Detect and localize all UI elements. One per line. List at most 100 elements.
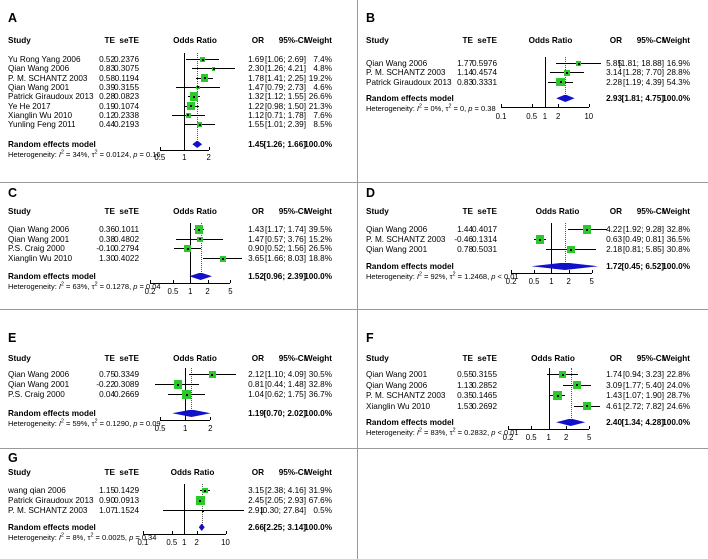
- or-value: 0.81: [248, 380, 264, 389]
- col-header-te: TE: [104, 354, 115, 363]
- axis-tick: [501, 104, 502, 107]
- point-estimate-dot: [176, 383, 179, 386]
- te-value: 0.90: [99, 496, 115, 505]
- col-header-sete: seTE: [477, 354, 497, 363]
- study-name: P. M. SCHANTZ 2003: [8, 73, 88, 83]
- weight-value: 32.8%: [666, 225, 690, 234]
- study-name: wang qian 2006: [8, 486, 66, 495]
- null-effect-line: [190, 223, 192, 283]
- het-text-segment: = 92%, τ: [421, 272, 453, 281]
- point-estimate-dot: [559, 81, 562, 84]
- weight-value: 32.8%: [308, 380, 332, 389]
- pooled-ci-value: [0.70; 2.02]: [263, 409, 306, 418]
- null-effect-line: [184, 484, 186, 534]
- het-stat-symbol: p: [133, 150, 138, 159]
- het-text-segment: = 34%, τ: [63, 150, 95, 159]
- sete-value: 0.3155: [471, 370, 497, 379]
- pooled-diamond: [192, 140, 203, 148]
- axis-tick: [230, 280, 232, 283]
- axis-tick: [531, 104, 533, 107]
- ci-value: [1.81; 18.88]: [618, 59, 664, 68]
- ci-value: [1.07; 1.90]: [623, 391, 664, 400]
- axis-tick: [142, 531, 144, 534]
- col-header-sete: seTE: [119, 468, 139, 477]
- te-value: 0.75: [99, 370, 115, 379]
- or-value: 2.45: [248, 496, 264, 505]
- col-header-or: OR: [251, 36, 264, 45]
- null-effect-line: [548, 368, 550, 429]
- te-value: 1.77: [457, 59, 473, 68]
- or-value: 2.91: [248, 506, 264, 515]
- axis-tick-label: 10: [221, 538, 230, 547]
- ci-value: [2.72; 7.82]: [623, 401, 664, 411]
- te-value: 0.12: [99, 110, 115, 120]
- forest-panel-c: C Study TE seTE Odds Ratio OR 95%-CI Weight Qian…: [0, 183, 357, 309]
- study-name: Qian Wang 2006: [8, 225, 70, 234]
- forest-panel-f: F Study TE seTE Odds Ratio OR 95%-CI Weight Qian…: [358, 310, 708, 448]
- het-superscript: 2: [94, 418, 98, 425]
- study-name: Patrick Giraudoux 2013: [8, 92, 94, 102]
- study-name: Qian Wang 2001: [366, 370, 428, 379]
- ci-value: [0.49; 0.81]: [623, 235, 664, 244]
- pooled-ci-value: [1.26; 1.66]: [263, 140, 306, 149]
- te-value: 0.35: [457, 391, 473, 400]
- het-superscript: 2: [90, 532, 94, 539]
- pooled-effect-dashed-line: [565, 57, 567, 96]
- het-text-segment: = 0.38: [472, 104, 496, 113]
- null-effect-line: [544, 57, 546, 107]
- col-header-or: OR: [251, 354, 264, 363]
- study-name: Qian Wang 2001: [8, 234, 70, 244]
- axis-tick: [508, 426, 510, 429]
- panel-divider-horizontal: [0, 309, 708, 310]
- axis-tick: [551, 270, 553, 273]
- axis-tick: [591, 270, 593, 273]
- panel-label: C: [8, 186, 18, 200]
- or-value: 1.69: [248, 55, 264, 64]
- or-value: 2.18: [606, 245, 622, 254]
- ci-value: [1.17; 1.74]: [265, 225, 306, 234]
- study-name: Patrick Giraudoux 2013: [8, 496, 94, 505]
- het-text-segment: = 59%, τ: [63, 419, 95, 428]
- ci-value: [1.28; 7.70]: [623, 68, 664, 78]
- te-value: 0.38: [99, 234, 115, 244]
- point-estimate-dot: [198, 123, 201, 126]
- heterogeneity-text: Heterogeneity: I2 = 59%, τ2 = 0.1290, p …: [8, 419, 161, 428]
- axis-tick: [208, 147, 210, 150]
- or-value: 2.12: [248, 370, 264, 379]
- sete-value: 0.4802: [113, 234, 139, 244]
- col-header-ci: 95%-CI: [278, 36, 306, 45]
- het-superscript: 2: [418, 103, 422, 110]
- col-header-sete: seTE: [119, 207, 139, 216]
- te-value: 0.52: [99, 55, 115, 64]
- ci-value: [1.92; 9.28]: [623, 225, 664, 234]
- het-stat-symbol: p: [468, 104, 473, 113]
- te-value: 0.19: [99, 101, 115, 111]
- or-value: 3.15: [248, 486, 264, 495]
- axis-tick: [225, 531, 227, 534]
- sete-value: 0.1194: [114, 73, 139, 83]
- sete-value: 0.2338: [113, 110, 139, 120]
- te-value: 1.07: [99, 506, 115, 515]
- het-text-segment: = 0.34: [133, 533, 157, 542]
- het-stat-symbol: I: [58, 150, 61, 159]
- ci-value: [2.05; 2.93]: [265, 496, 306, 505]
- axis-tick: [160, 417, 162, 420]
- axis-tick-label: 0.5: [166, 538, 178, 547]
- pooled-ci-value: [0.96; 2.39]: [263, 272, 306, 281]
- or-value: 2.28: [606, 77, 622, 87]
- study-name: P.S. Craig 2000: [8, 390, 65, 399]
- col-header-te: TE: [104, 468, 115, 477]
- te-value: 1.30: [99, 254, 115, 264]
- sete-value: 0.1074: [113, 101, 139, 111]
- col-header-or: OR: [609, 36, 622, 45]
- col-header-sete: seTE: [477, 36, 497, 45]
- point-estimate-dot: [198, 238, 201, 241]
- col-header-study: Study: [8, 354, 31, 363]
- pooled-weight-value: 100.0%: [304, 409, 332, 418]
- axis-tick-label: 1: [182, 538, 187, 547]
- pooled-effect-dashed-line: [570, 368, 572, 420]
- or-value: 1.12: [248, 110, 264, 120]
- het-text-segment: = 0,: [451, 104, 469, 113]
- point-estimate-dot: [576, 384, 579, 386]
- col-header-weight: Weight: [662, 354, 690, 363]
